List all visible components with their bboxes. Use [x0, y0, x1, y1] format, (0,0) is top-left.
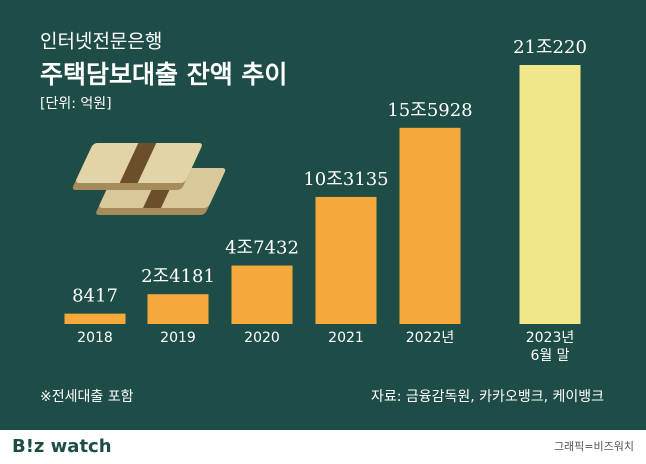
bar [231, 265, 293, 324]
x-tick-label: 2019 [160, 330, 196, 346]
x-tick-label: 2021 [328, 330, 364, 346]
bar [64, 313, 126, 324]
value-label: 15조5928 [387, 100, 472, 121]
x-tick-label: 2018 [77, 330, 113, 346]
source: 자료: 금융감독원, 카카오뱅크, 케이뱅크 [371, 389, 604, 405]
chart-title: 주택담보대출 잔액 추이 [40, 60, 287, 89]
value-label: 2조4181 [141, 266, 215, 287]
footer-bar [0, 430, 646, 464]
footnote: ※전세대출 포함 [40, 389, 134, 405]
value-label: 4조7432 [225, 238, 299, 259]
x-tick-label: 2023년 6월 말 [525, 330, 575, 364]
credit: 그래픽=비즈워치 [554, 440, 634, 453]
x-tick-label: 2020 [244, 330, 280, 346]
money-icon [72, 143, 226, 215]
value-label: 21조220 [513, 37, 587, 58]
bar [399, 127, 461, 325]
brand: B!z watch [12, 436, 112, 457]
unit: [단위: 억원] [40, 96, 112, 112]
x-tick-label: 2022년 [405, 330, 455, 346]
value-label: 8417 [72, 286, 118, 307]
value-label: 10조3135 [303, 169, 388, 190]
bar [315, 196, 377, 324]
kicker: 인터넷전문은행 [40, 31, 162, 53]
bar [147, 294, 209, 324]
bar [519, 65, 581, 324]
